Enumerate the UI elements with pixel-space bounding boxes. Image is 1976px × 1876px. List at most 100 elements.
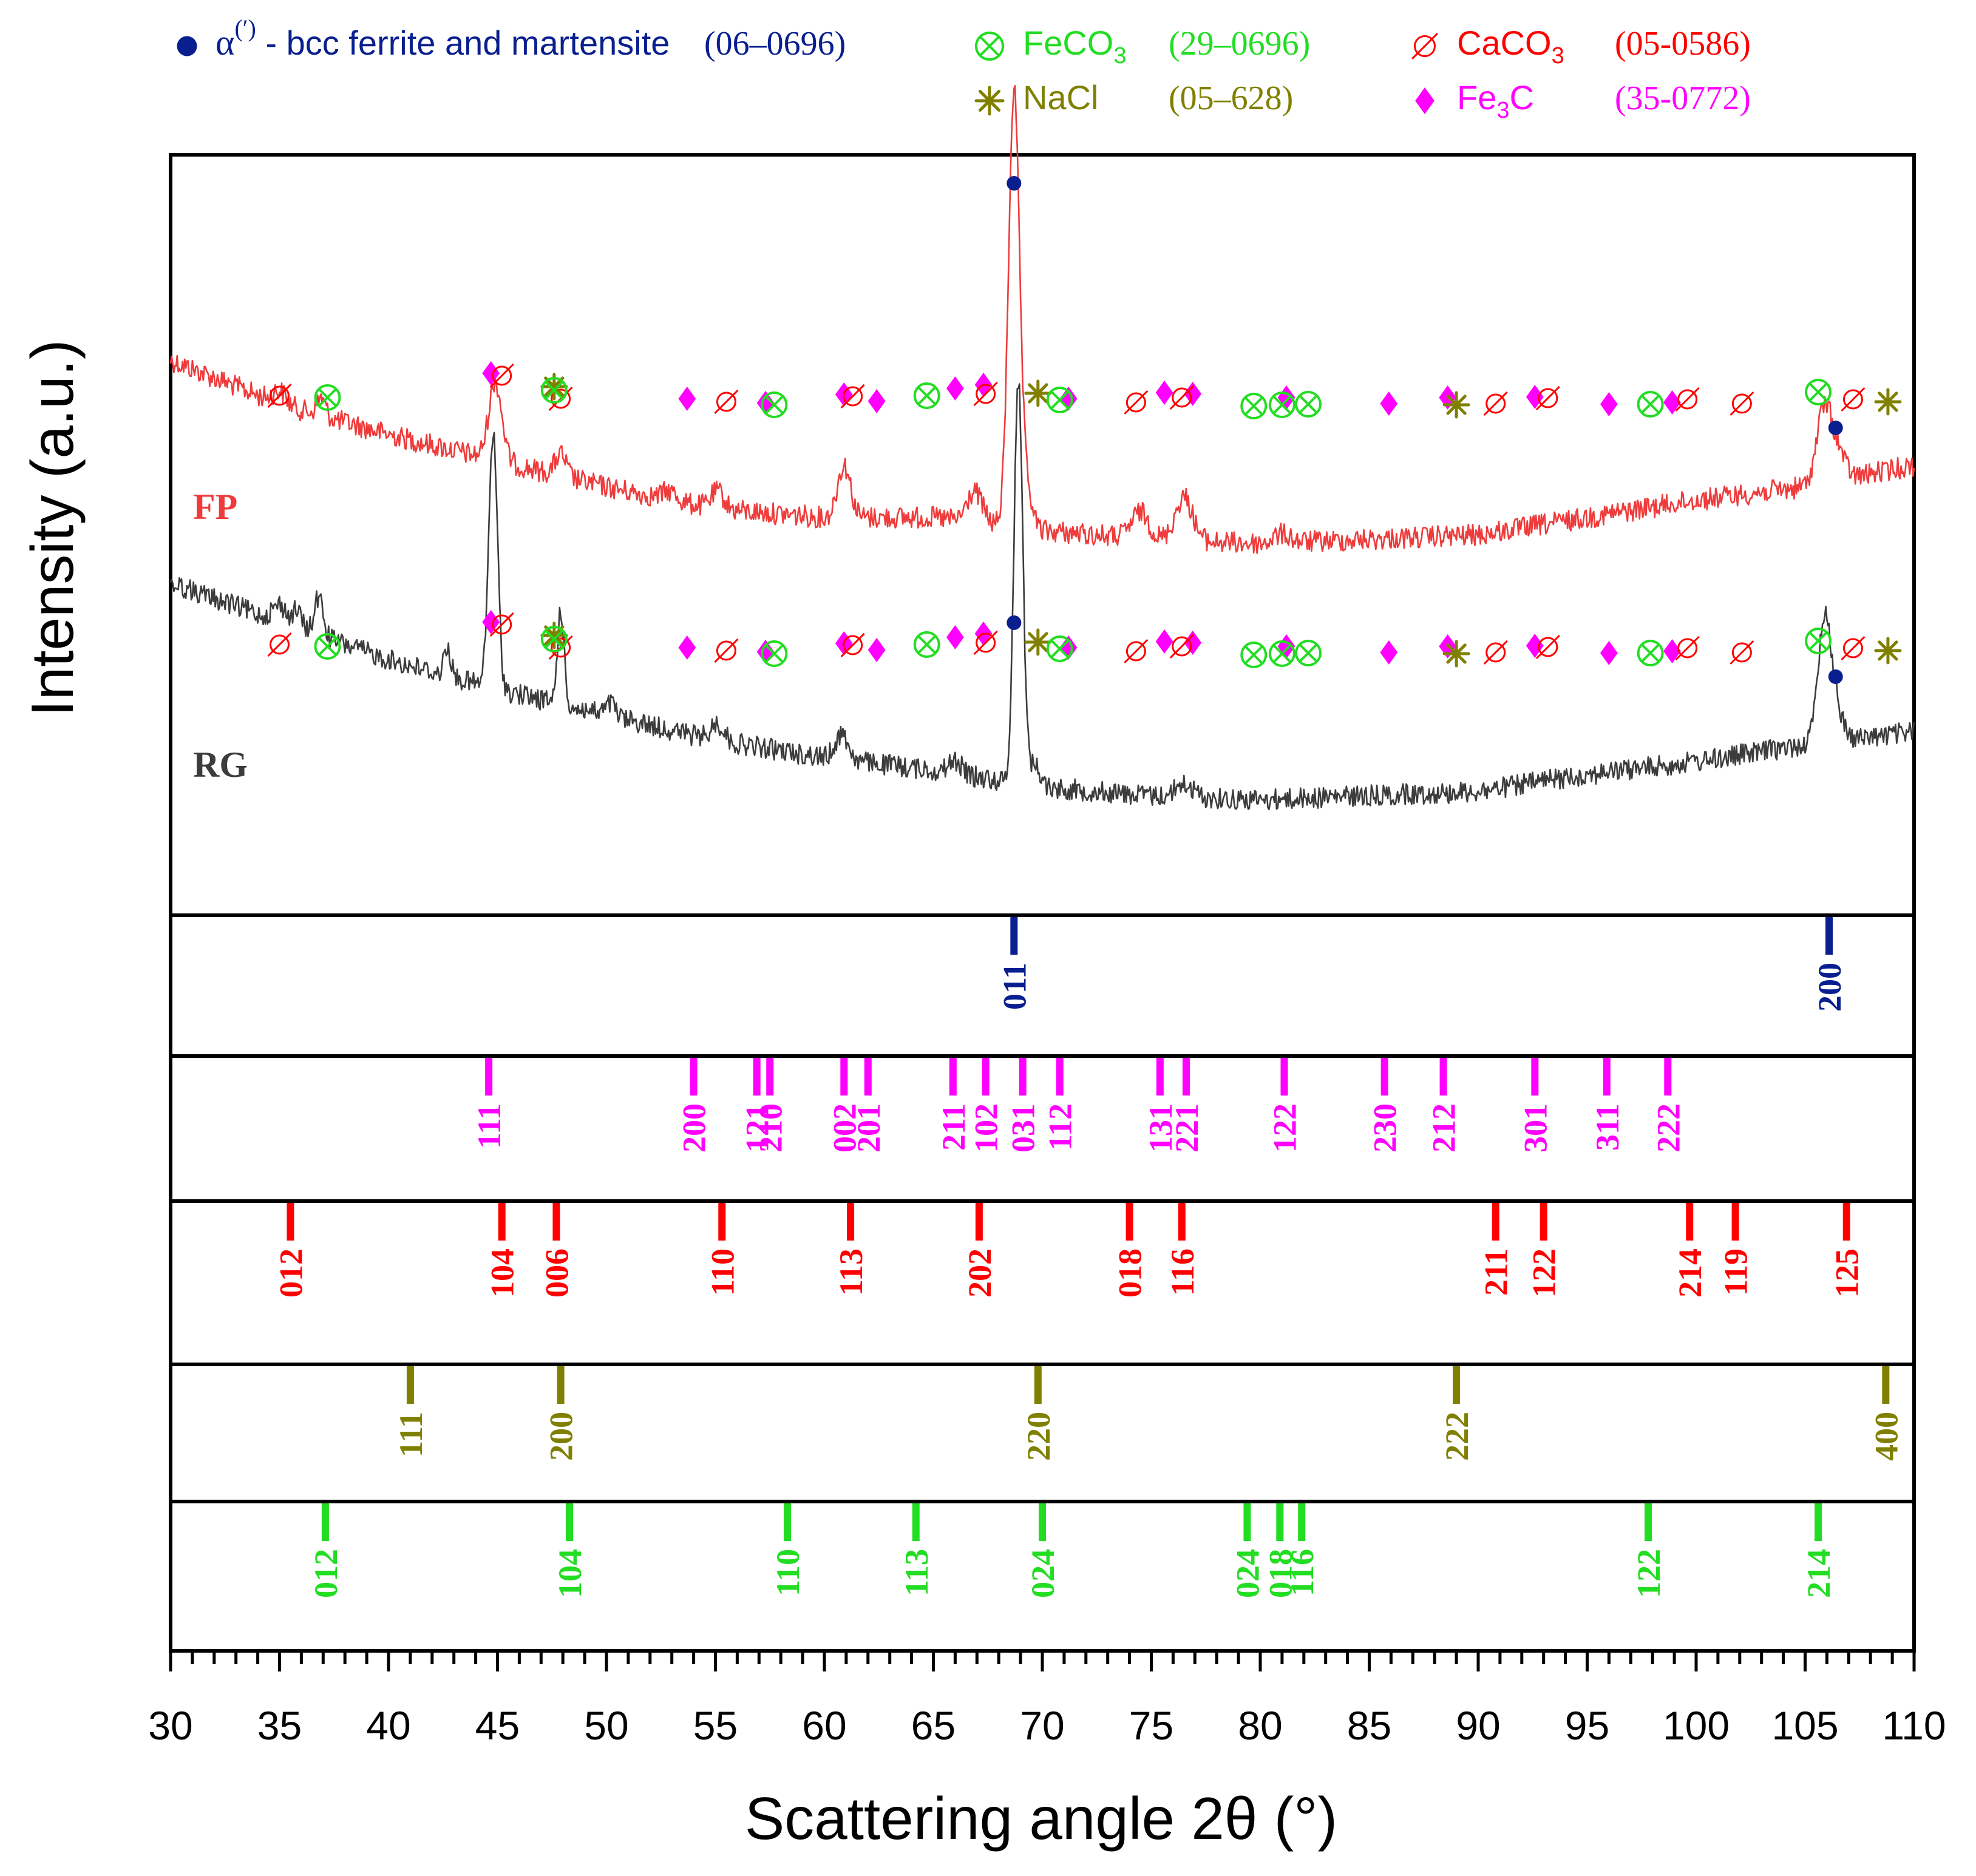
reference-hkl-112: 112	[1042, 1103, 1079, 1151]
legend-text2: C	[1510, 78, 1534, 117]
reference-hkl-102: 102	[968, 1103, 1005, 1153]
marker-feco3	[913, 382, 940, 409]
marker-nacl-asterisk	[540, 621, 568, 649]
marker-feco3-cross	[1244, 645, 1263, 665]
marker-feco3	[1240, 642, 1268, 668]
marker-feco3-cross	[1808, 631, 1828, 651]
marker-caco3-ring	[976, 632, 996, 653]
marker-caco3-slash	[548, 386, 573, 411]
marker-caco3	[267, 632, 292, 657]
marker-caco3-ring	[492, 365, 512, 386]
reference-hkl-202: 202	[962, 1248, 998, 1298]
reference-stick-110	[783, 1503, 791, 1541]
marker-fe3c-diamond	[1155, 629, 1173, 654]
marker-caco3-ring	[716, 391, 736, 412]
marker-caco3	[840, 632, 865, 658]
marker-caco3-slash	[1675, 635, 1700, 661]
reference-hkl-220: 220	[1020, 1412, 1057, 1461]
x-tick-label: 60	[802, 1703, 846, 1748]
marker-caco3-slash	[489, 363, 514, 388]
reference-hkl-006: 006	[538, 1248, 575, 1298]
reference-stick-119	[1731, 1203, 1739, 1241]
legend-sub: 3	[1113, 43, 1126, 69]
marker-caco3	[1675, 635, 1700, 661]
reference-hkl-110: 110	[770, 1549, 806, 1596]
marker-nacl	[1024, 379, 1052, 407]
reference-stick-122	[1540, 1203, 1547, 1241]
reference-stick-210	[766, 1058, 774, 1095]
marker-caco3	[1483, 640, 1508, 665]
legend-marker-feco3-ring	[975, 32, 1004, 61]
marker-caco3-ring	[1731, 393, 1752, 414]
reference-hkl-024: 024	[1025, 1549, 1061, 1598]
legend-marker-caco3	[1411, 33, 1438, 59]
legend-code-caco3: (05-0586)	[1615, 25, 1751, 63]
marker-fe3c	[678, 387, 696, 411]
x-tick-label: 110	[1882, 1703, 1946, 1748]
marker-caco3-slash	[714, 389, 739, 415]
marker-caco3	[1169, 634, 1194, 659]
legend-code-alpha: (06–0696)	[704, 25, 846, 63]
marker-fe3c-diamond	[1380, 391, 1398, 416]
marker-feco3-ring	[540, 626, 568, 652]
reference-hkl-222: 222	[1439, 1412, 1475, 1461]
marker-feco3-ring	[1637, 640, 1664, 666]
marker-nacl-asterisk	[540, 373, 568, 401]
reference-panel-frame	[169, 913, 1916, 1058]
x-axis-label: Scattering angle 2θ (°)	[745, 1785, 1337, 1852]
marker-feco3	[913, 631, 940, 658]
legend-text: NaCl	[1023, 78, 1098, 117]
reference-stick-214	[1686, 1203, 1694, 1241]
reference-hkl-104: 104	[484, 1248, 521, 1298]
x-tick-label: 30	[148, 1703, 192, 1748]
main-plot-panel: FP RG	[169, 85, 1916, 917]
reference-hkl-201: 201	[850, 1103, 887, 1153]
marker-caco3-ring	[1677, 389, 1698, 410]
marker-feco3-cross	[545, 381, 564, 400]
marker-nacl	[1024, 628, 1052, 656]
marker-feco3-ring	[1805, 628, 1832, 654]
legend-marker-fe3c-diamond	[1415, 87, 1434, 114]
marker-feco3-cross	[917, 386, 937, 405]
marker-caco3	[1124, 638, 1149, 664]
x-tick-label: 90	[1456, 1703, 1500, 1748]
marker-feco3	[1046, 635, 1073, 662]
marker-caco3-slash	[1730, 391, 1754, 416]
reference-hkl-012: 012	[308, 1549, 344, 1598]
legend-code-feco3: (29–0696)	[1169, 25, 1310, 63]
x-tick-label: 95	[1565, 1703, 1609, 1748]
marker-caco3-slash	[1124, 638, 1149, 664]
reference-stick-200	[690, 1058, 698, 1095]
marker-caco3	[714, 389, 739, 415]
reference-stick-221	[1182, 1058, 1190, 1095]
marker-fe3c-diamond	[1184, 382, 1202, 406]
marker-caco3-slash	[840, 632, 865, 658]
marker-caco3-slash	[973, 381, 998, 407]
legend-marker-feco3-cross	[979, 36, 1000, 56]
marker-nacl-asterisk	[1024, 628, 1052, 656]
spectrum-fp	[169, 85, 1915, 554]
marker-feco3-cross	[1641, 643, 1660, 663]
marker-caco3-slash	[267, 632, 292, 657]
reference-hkl-210: 210	[752, 1103, 789, 1153]
marker-fe3c-diamond	[1277, 634, 1295, 659]
legend-item-alpha: α(′) - bcc ferrite and martensite (06–069…	[177, 15, 846, 63]
legend-sub: 3	[1552, 43, 1564, 69]
marker-caco3-ring	[843, 635, 863, 655]
marker-feco3-cross	[1272, 395, 1292, 415]
marker-fe3c	[482, 610, 500, 634]
x-tick-label: 75	[1129, 1703, 1173, 1748]
marker-caco3-ring	[1126, 641, 1146, 662]
marker-fe3c	[946, 625, 964, 649]
reference-stick-211	[949, 1058, 957, 1095]
reference-hkl-018: 018	[1262, 1549, 1299, 1598]
marker-caco3-slash	[1535, 634, 1560, 660]
marker-caco3	[489, 363, 514, 388]
reference-hkl-125: 125	[1829, 1248, 1866, 1298]
marker-feco3-ring	[1240, 642, 1268, 668]
reference-panel-nacl: 111 200 220 222 400	[169, 1363, 1916, 1503]
marker-caco3-slash	[1841, 387, 1866, 412]
marker-feco3-cross	[1050, 390, 1070, 410]
marker-caco3-ring	[1538, 388, 1558, 408]
